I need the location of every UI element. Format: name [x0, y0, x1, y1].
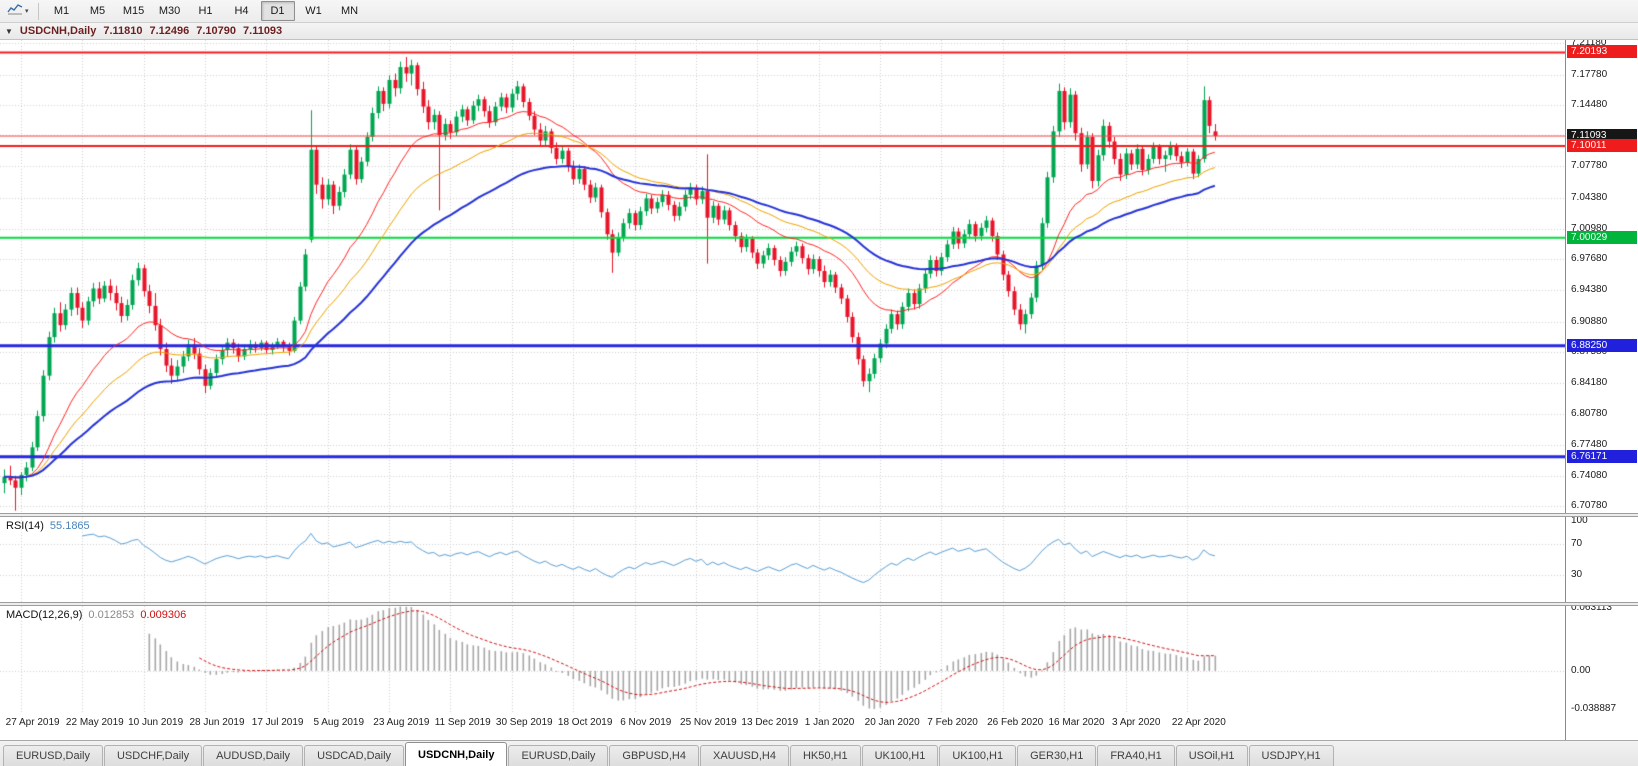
price-tick: 6.84180: [1571, 377, 1608, 389]
price-badge-7-10011: 7.10011: [1567, 138, 1637, 152]
date-label: 20 Jan 2020: [864, 717, 920, 728]
price-tick: 7.07780: [1571, 160, 1608, 172]
rsi-label: RSI(14) 55.1865: [6, 520, 90, 532]
price-badge-7-11093: 7.11093: [1567, 129, 1637, 143]
timeframe-button-m30[interactable]: M30: [158, 5, 181, 17]
macd-indicator-pane[interactable]: [0, 606, 1565, 713]
date-label: 7 Feb 2020: [927, 717, 978, 728]
macd-signal-value: 0.009306: [140, 609, 187, 621]
price-tick: 6.74080: [1571, 469, 1608, 481]
price-tick: 6.94380: [1571, 283, 1608, 295]
chart-tab-12-fra40-h1[interactable]: FRA40,H1: [1097, 745, 1175, 766]
chart-tab-bar: EURUSD,Daily USDCHF,Daily AUDUSD,Daily USDC…: [0, 740, 1638, 766]
toolbar-separator: [37, 2, 39, 20]
price-tick: 7.04380: [1571, 191, 1608, 203]
collapse-icon[interactable]: ▼: [5, 26, 13, 36]
quote-close: 7.11093: [243, 25, 283, 37]
timeframe-button-h1[interactable]: H1: [198, 5, 213, 17]
chevron-down-icon: ▾: [25, 7, 29, 15]
chart-tab-4-usdcnh-daily[interactable]: USDCNH,Daily: [405, 742, 508, 766]
price-badge-6-88250: 6.88250: [1567, 338, 1637, 352]
price-tick: 7.14480: [1571, 98, 1608, 110]
price-tick: 7.00980: [1571, 222, 1608, 234]
date-label: 30 Sep 2019: [495, 717, 553, 728]
timeframe-button-w1[interactable]: W1: [305, 5, 322, 17]
date-label: 1 Jan 2020: [804, 717, 855, 728]
macd-label: MACD(12,26,9) 0.012853 0.009306: [6, 609, 186, 621]
chart-window: ▼ USDCNH,Daily 7.11810 7.12496 7.10790 7…: [0, 23, 1638, 740]
chart-title-bar: ▼ USDCNH,Daily 7.11810 7.12496 7.10790 7…: [0, 23, 1638, 40]
quote-low: 7.10790: [196, 25, 237, 37]
date-label: 18 Oct 2019: [557, 717, 613, 728]
rsi-value: 55.1865: [49, 520, 90, 532]
date-label: 6 Nov 2019: [620, 717, 672, 728]
date-label: 25 Nov 2019: [680, 717, 737, 728]
chart-tab-6-gbpusd-h4[interactable]: GBPUSD,H4: [609, 745, 699, 766]
timeframe-button-d1[interactable]: D1: [260, 1, 295, 21]
chart-tools-button[interactable]: ▾: [3, 1, 33, 22]
price-tick: 6.97680: [1571, 253, 1608, 265]
chart-tab-1-usdchf-daily[interactable]: USDCHF,Daily: [103, 745, 203, 766]
date-label: 27 Apr 2019: [5, 717, 60, 728]
timeframe-button-m5[interactable]: M5: [89, 5, 106, 17]
price-tick: 6.77480: [1571, 438, 1608, 450]
chart-tab-5-eurusd-daily[interactable]: EURUSD,Daily: [508, 745, 609, 766]
rsi-axis-tick: 30: [1571, 568, 1583, 580]
chart-tab-11-ger30-h1[interactable]: GER30,H1: [1017, 745, 1097, 766]
pane-separator[interactable]: [0, 602, 1638, 606]
chart-tab-3-usdcad-daily[interactable]: USDCAD,Daily: [304, 745, 405, 766]
price-tick: 6.90880: [1571, 315, 1608, 327]
price-tick: 6.80780: [1571, 408, 1608, 420]
date-label: 23 Aug 2019: [373, 717, 430, 728]
date-label: 10 Jun 2019: [128, 717, 184, 728]
rsi-name: RSI(14): [6, 520, 44, 532]
timeframe-button-h4[interactable]: H4: [234, 5, 249, 17]
pane-separator[interactable]: [0, 513, 1638, 517]
timeframe-button-mn[interactable]: MN: [340, 5, 359, 17]
chart-tab-8-hk50-h1[interactable]: HK50,H1: [789, 745, 861, 766]
chart-tab-10-uk100-h1[interactable]: UK100,H1: [939, 745, 1017, 766]
date-label: 17 Jul 2019: [251, 717, 304, 728]
price-axis[interactable]: 7.211807.177807.144807.111807.077807.043…: [1565, 37, 1638, 740]
chart-tab-9-uk100-h1[interactable]: UK100,H1: [861, 745, 939, 766]
rsi-axis-tick: 100: [1571, 514, 1588, 526]
price-badge-6-76171: 6.76171: [1567, 449, 1637, 463]
date-label: 22 May 2019: [65, 717, 124, 728]
timeframe-button-m1[interactable]: M1: [53, 5, 70, 17]
macd-axis-tick: 0.063113: [1571, 602, 1612, 614]
price-tick: 7.17780: [1571, 68, 1608, 80]
chart-tab-2-audusd-daily[interactable]: AUDUSD,Daily: [203, 745, 304, 766]
top-toolbar: ▾ M1 M5 M15 M30 H1 H4 D1 W1 MN: [0, 0, 1638, 23]
date-label: 3 Apr 2020: [1112, 717, 1161, 728]
time-axis[interactable]: 27 Apr 2019 22 May 2019 10 Jun 2019 28 Jun …: [0, 713, 1565, 740]
timeframe-button-group: M1 M5 M15 M30 H1 H4 D1 W1 MN: [44, 1, 368, 21]
macd-axis-tick: 0.00: [1571, 664, 1591, 676]
date-label: 16 Mar 2020: [1048, 717, 1105, 728]
macd-main-value: 0.012853: [88, 609, 135, 621]
price-badge-7-00029: 7.00029: [1567, 230, 1637, 244]
main-price-chart[interactable]: [0, 40, 1565, 513]
quote-high: 7.12496: [149, 25, 190, 37]
date-label: 13 Dec 2019: [741, 717, 799, 728]
price-tick: 6.70780: [1571, 500, 1608, 512]
timeframe-button-m15[interactable]: M15: [122, 5, 145, 17]
chart-symbol-title: USDCNH,Daily: [19, 25, 97, 37]
macd-axis-tick: -0.038887: [1571, 703, 1617, 715]
date-label: 26 Feb 2020: [987, 717, 1044, 728]
rsi-indicator-pane[interactable]: [0, 517, 1565, 602]
price-tick: 7.21180: [1571, 37, 1607, 49]
macd-name: MACD(12,26,9): [6, 609, 83, 621]
date-label: 5 Aug 2019: [313, 717, 365, 728]
date-label: 28 Jun 2019: [189, 717, 245, 728]
date-label: 11 Sep 2019: [434, 717, 491, 728]
chart-tab-7-xauusd-h4[interactable]: XAUUSD,H4: [699, 745, 789, 766]
rsi-axis-tick: 70: [1571, 538, 1583, 550]
price-badge-7-20193: 7.20193: [1567, 45, 1637, 59]
chart-tools-icon: [7, 2, 23, 20]
chart-tab-14-usdjpy-h1[interactable]: USDJPY,H1: [1248, 745, 1334, 766]
quote-open: 7.11810: [103, 25, 143, 37]
chart-tab-13-usoil-h1[interactable]: USOil,H1: [1175, 745, 1248, 766]
date-label: 22 Apr 2020: [1171, 717, 1226, 728]
chart-tab-0-eurusd-daily[interactable]: EURUSD,Daily: [3, 745, 103, 766]
